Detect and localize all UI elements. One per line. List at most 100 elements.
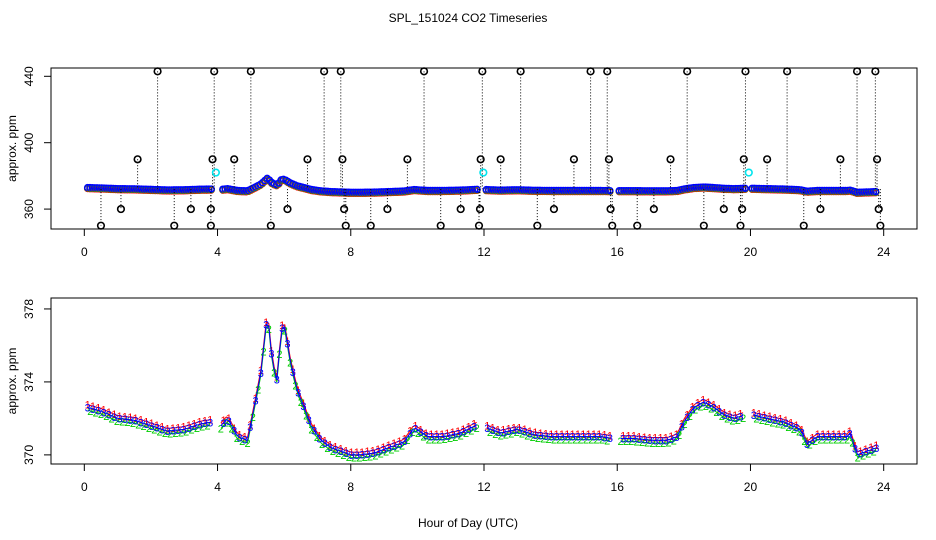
series-1-marker: 1 [716,404,722,416]
series-2-marker: 2 [740,413,746,425]
series-1-marker: 1 [580,429,586,441]
calibration-point [419,67,429,76]
series-2-marker: 2 [378,448,384,460]
series-2-marker: 2 [780,420,786,432]
calibration-point [719,204,728,214]
x-axis-title: Hour of Day (UTC) [418,516,518,530]
calibration-point [699,221,708,230]
series-2-marker: 2 [639,437,645,449]
series-1-marker: 1 [423,428,429,440]
series-2-marker: 2 [141,421,147,433]
series-3-marker: 3 [428,432,434,444]
series-3-marker: 3 [751,410,757,422]
calibration-point [741,67,750,76]
series-2-marker: 2 [708,404,714,416]
series-3-marker: 3 [679,421,685,433]
calibration-point [516,67,525,76]
series-2-marker: 2 [498,431,504,443]
x-tick-label: 16 [611,480,625,494]
series-1-marker: 1 [386,440,392,452]
series-1-marker: 1 [596,429,602,441]
calibration-point [383,204,392,214]
series-3-marker: 3 [455,429,461,441]
series-1-marker: 1 [689,402,695,414]
series-1-marker: 1 [511,422,517,434]
series-2-marker: 2 [474,423,480,435]
series-3-marker: 3 [820,432,826,444]
series-3-marker: 3 [196,419,202,431]
calibration-point [210,67,219,76]
series-1-marker: 1 [620,431,626,443]
series-3-marker: 3 [793,423,799,435]
series-2-marker: 2 [530,432,536,444]
calibration-point [876,221,885,230]
calibration-point [569,155,579,164]
series-1-marker: 1 [380,442,386,454]
series-3-marker: 3 [852,443,858,455]
series-2-marker: 2 [828,434,834,446]
series-2-marker: 2 [508,428,514,440]
series-2-marker: 2 [791,424,797,436]
series-2-marker: 2 [764,416,770,428]
series-1-marker: 1 [279,320,285,332]
series-3-marker: 3 [101,407,107,419]
series-2-marker: 2 [271,367,277,379]
series-2-marker: 2 [135,419,141,431]
series-2-marker: 2 [404,435,410,447]
series-2-marker: 2 [812,436,818,448]
calibration-point [666,155,675,164]
series-2-marker: 2 [362,452,368,464]
y-tick-label: 370 [22,445,36,465]
calibration-point [608,221,617,230]
series-2-marker: 2 [146,423,152,435]
series-1-marker: 1 [439,429,445,441]
series-1-marker: 1 [815,429,821,441]
series-1-marker: 1 [316,431,322,443]
series-3-marker: 3 [359,450,365,462]
series-3-marker: 3 [127,415,133,427]
calibration-point [96,221,106,230]
series-1-marker: 1 [117,411,123,423]
series-3-marker: 3 [641,435,647,447]
series-3-marker: 3 [348,450,354,462]
calibration-point [533,221,542,230]
series-1-marker: 1 [428,429,434,441]
x-tick-label: 12 [477,480,491,494]
series-3-marker: 3 [636,434,642,446]
series-1-marker: 1 [202,416,208,428]
series-3-marker: 3 [756,411,762,423]
series-2-marker: 2 [535,433,541,445]
series-1-marker: 1 [538,428,544,440]
series-2-marker: 2 [340,450,346,462]
plot-frame [50,67,918,230]
series-1-marker: 1 [300,398,306,410]
series-3-marker: 3 [284,339,290,351]
series-2-marker: 2 [351,453,357,465]
series-3-marker: 3 [506,426,512,438]
series-1-marker: 1 [857,446,863,458]
series-1-marker: 1 [647,432,653,444]
series-2-marker: 2 [335,448,341,460]
series-3-marker: 3 [825,432,831,444]
calibration-point [230,155,239,164]
series-3-marker: 3 [799,427,805,439]
series-2-marker: 2 [562,434,568,446]
series-3-marker: 3 [434,432,440,444]
series-2-marker: 2 [604,435,610,447]
series-2-marker: 2 [250,412,256,424]
series-1-marker: 1 [364,446,370,458]
series-1-marker: 1 [532,427,538,439]
series-1-marker: 1 [554,429,560,441]
series-2-marker: 2 [410,427,416,439]
series-2-marker: 2 [383,446,389,458]
series-1-marker: 1 [402,433,408,445]
series-3-marker: 3 [815,432,821,444]
series-1-marker: 1 [684,409,690,421]
series-1-marker: 1 [793,420,799,432]
series-1-marker: 1 [186,420,192,432]
series-1-marker: 1 [236,430,242,442]
series-1-marker: 1 [711,400,717,412]
calibration-point [206,204,215,214]
series-3-marker: 3 [268,348,274,360]
